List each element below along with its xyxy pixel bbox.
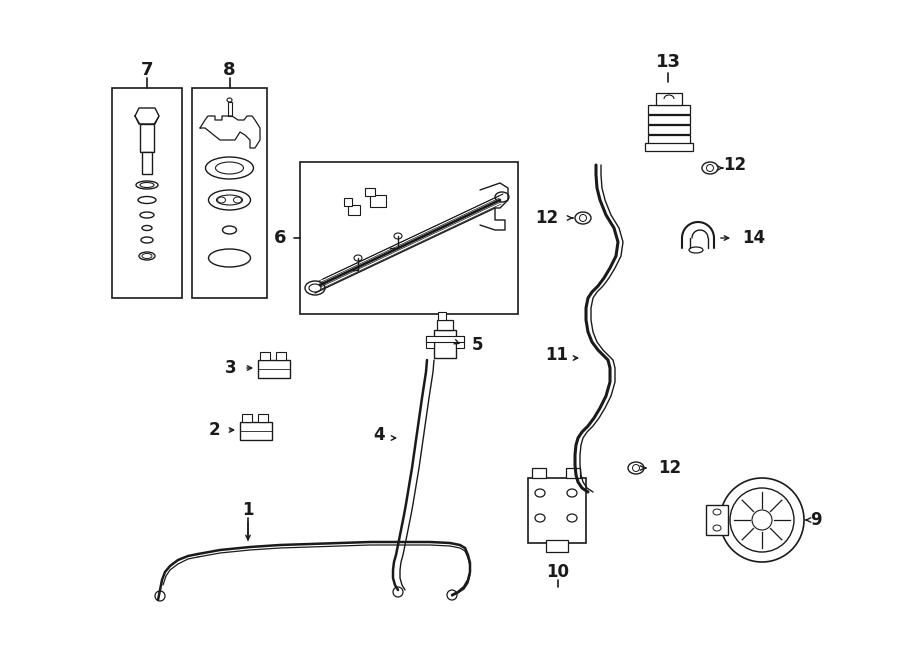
Text: 12: 12 xyxy=(535,209,558,227)
Circle shape xyxy=(447,590,457,600)
Bar xyxy=(300,162,518,314)
Bar xyxy=(648,135,690,144)
Ellipse shape xyxy=(215,162,244,174)
Bar xyxy=(426,336,464,342)
Bar xyxy=(656,93,682,105)
Text: 14: 14 xyxy=(742,229,765,247)
Bar xyxy=(344,198,352,206)
Text: 13: 13 xyxy=(655,53,680,71)
Bar xyxy=(437,320,453,330)
Ellipse shape xyxy=(142,254,152,258)
Text: 6: 6 xyxy=(274,229,286,247)
Ellipse shape xyxy=(713,525,721,531)
Ellipse shape xyxy=(140,182,154,188)
Ellipse shape xyxy=(633,465,640,471)
Ellipse shape xyxy=(136,181,158,189)
Ellipse shape xyxy=(580,215,587,221)
Bar xyxy=(645,143,693,151)
Text: 9: 9 xyxy=(810,511,822,529)
Bar xyxy=(370,195,386,207)
Text: 12: 12 xyxy=(724,156,747,174)
Bar xyxy=(706,505,728,535)
Text: 1: 1 xyxy=(242,501,254,519)
Circle shape xyxy=(155,591,165,601)
Bar xyxy=(240,422,272,440)
Bar xyxy=(648,105,690,114)
Ellipse shape xyxy=(702,162,718,174)
Bar xyxy=(258,360,290,378)
Ellipse shape xyxy=(205,157,254,179)
Circle shape xyxy=(720,478,804,562)
Text: 7: 7 xyxy=(140,61,153,79)
Circle shape xyxy=(393,587,403,597)
Bar xyxy=(112,88,182,298)
Bar xyxy=(258,414,268,422)
Bar xyxy=(532,468,546,478)
Bar xyxy=(438,312,446,320)
Ellipse shape xyxy=(209,249,250,267)
Circle shape xyxy=(752,510,772,530)
Ellipse shape xyxy=(305,281,325,295)
Ellipse shape xyxy=(141,237,153,243)
Text: 2: 2 xyxy=(209,421,220,439)
Ellipse shape xyxy=(233,197,241,203)
Bar xyxy=(546,540,568,552)
Bar xyxy=(276,352,286,360)
Ellipse shape xyxy=(567,514,577,522)
Ellipse shape xyxy=(209,190,250,210)
Ellipse shape xyxy=(218,197,226,203)
Ellipse shape xyxy=(628,462,644,474)
Ellipse shape xyxy=(142,225,152,231)
Ellipse shape xyxy=(535,489,545,497)
Bar xyxy=(528,478,586,543)
Ellipse shape xyxy=(706,165,714,171)
Bar xyxy=(192,88,267,298)
Text: 3: 3 xyxy=(225,359,237,377)
Bar xyxy=(242,414,252,422)
Text: 10: 10 xyxy=(546,563,570,581)
Ellipse shape xyxy=(567,489,577,497)
Bar xyxy=(426,336,434,348)
Ellipse shape xyxy=(713,509,721,515)
Ellipse shape xyxy=(217,195,242,205)
Bar xyxy=(456,336,464,348)
Bar xyxy=(434,330,456,358)
Ellipse shape xyxy=(139,252,155,260)
Ellipse shape xyxy=(495,192,509,202)
Bar xyxy=(140,124,154,152)
Ellipse shape xyxy=(394,233,402,239)
Text: 5: 5 xyxy=(472,336,483,354)
Bar xyxy=(648,115,690,124)
Bar xyxy=(142,152,152,174)
Bar xyxy=(228,102,231,116)
Bar xyxy=(365,188,375,196)
Ellipse shape xyxy=(309,284,321,292)
Text: 4: 4 xyxy=(374,426,385,444)
Bar xyxy=(348,205,360,215)
Text: 8: 8 xyxy=(223,61,236,79)
Circle shape xyxy=(730,488,794,552)
Ellipse shape xyxy=(227,98,232,102)
Ellipse shape xyxy=(138,196,156,204)
Ellipse shape xyxy=(354,255,362,261)
Bar xyxy=(260,352,270,360)
Ellipse shape xyxy=(222,226,237,234)
Ellipse shape xyxy=(140,212,154,218)
Ellipse shape xyxy=(535,514,545,522)
Bar xyxy=(566,468,580,478)
Ellipse shape xyxy=(575,212,591,224)
Bar xyxy=(648,125,690,134)
Text: 11: 11 xyxy=(545,346,568,364)
Ellipse shape xyxy=(689,247,703,253)
Text: 12: 12 xyxy=(658,459,681,477)
